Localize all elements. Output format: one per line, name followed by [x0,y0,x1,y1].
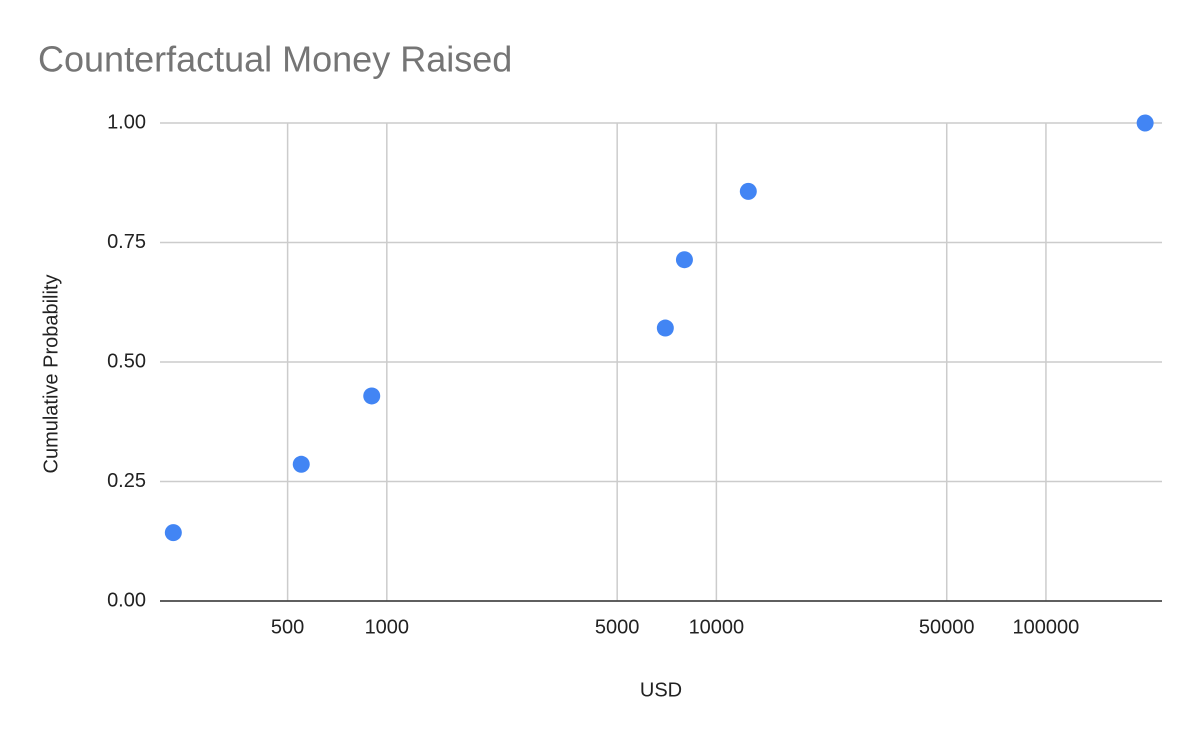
point [164,524,182,542]
x-axis-label: USD [640,679,682,701]
point [1136,114,1154,132]
point [739,182,757,200]
x-tick-label: 5000 [595,616,640,638]
x-tick-label: 1000 [365,616,410,638]
x-tick-label: 100000 [1013,616,1080,638]
x-tick-label: 50000 [919,616,975,638]
y-tick-label: 0.75 [107,231,146,253]
y-tick-label: 0.00 [107,589,146,611]
x-tick-label: 500 [271,616,304,638]
y-tick-label: 0.25 [107,470,146,492]
point [675,251,693,269]
y-axis-label: Cumulative Probability [40,275,62,474]
point [292,455,310,473]
chart-title: Counterfactual Money Raised [38,39,512,80]
y-tick-label: 0.50 [107,350,146,372]
y-tick-label: 1.00 [107,111,146,133]
x-tick-label: 10000 [689,616,745,638]
point [363,387,381,405]
point [656,319,674,337]
